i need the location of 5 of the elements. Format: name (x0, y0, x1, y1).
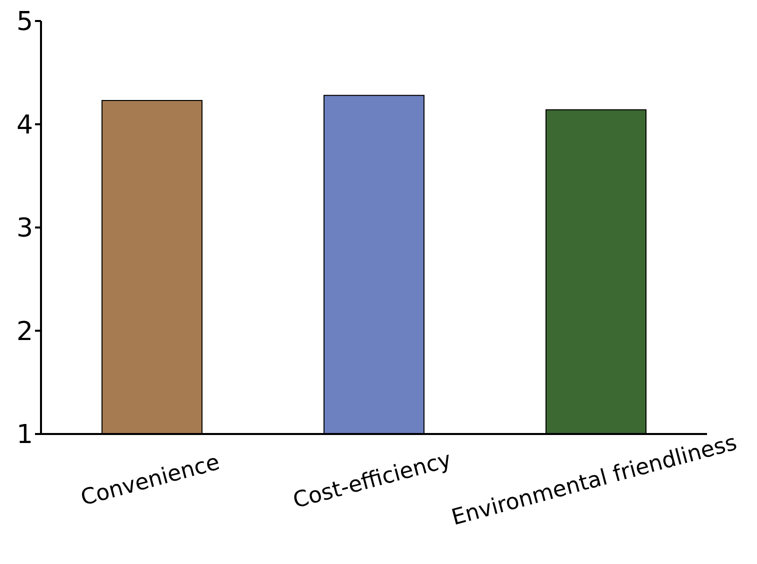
y-tick-label: 1 (16, 420, 33, 450)
y-tick-label: 2 (16, 316, 33, 347)
y-tick-label: 5 (16, 7, 33, 38)
y-tick-label: 3 (16, 214, 33, 244)
y-tick-label: 4 (16, 110, 33, 140)
